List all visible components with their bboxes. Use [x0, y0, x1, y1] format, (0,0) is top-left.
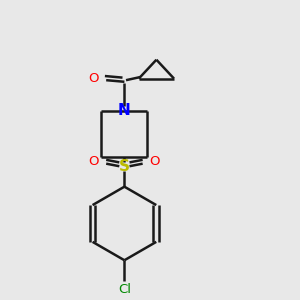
- Text: O: O: [150, 155, 160, 168]
- Text: O: O: [88, 72, 99, 85]
- Text: S: S: [119, 159, 130, 174]
- Text: Cl: Cl: [118, 283, 131, 296]
- Text: N: N: [118, 103, 131, 118]
- Text: O: O: [88, 155, 99, 168]
